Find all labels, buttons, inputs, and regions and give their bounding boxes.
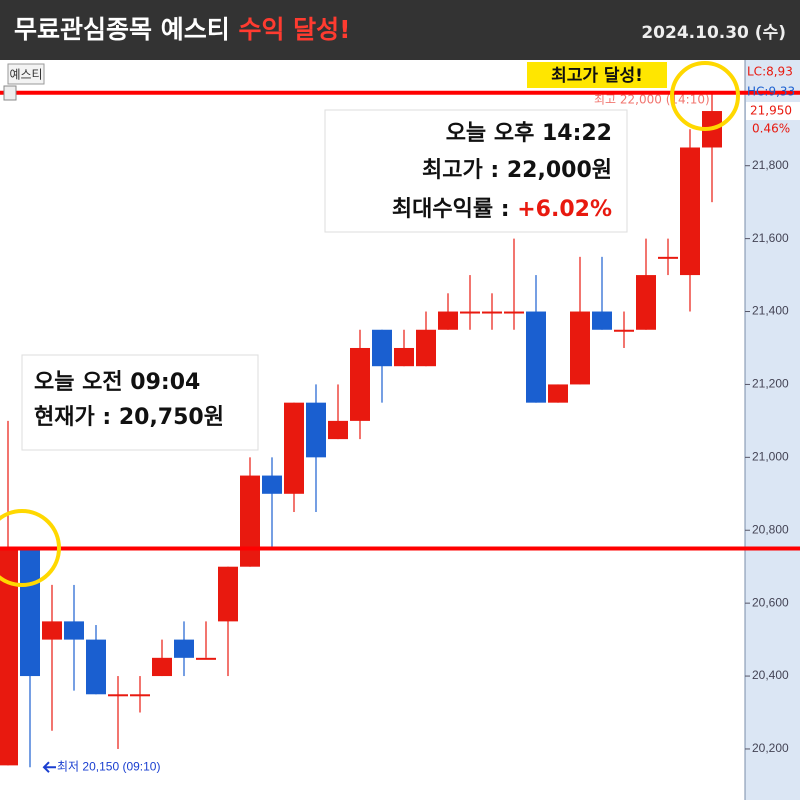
symbol-button[interactable] [7, 63, 45, 85]
candle-body [0, 548, 18, 766]
y-tick-label: 20,800 [752, 522, 789, 536]
candle-body [240, 475, 260, 567]
symbol-button-label[interactable]: 예스티 [9, 68, 42, 82]
y-tick-label: 21,000 [752, 450, 789, 464]
header-title: 무료관심종목 예스티 수익 달성! [14, 15, 351, 44]
candle-body [504, 311, 524, 314]
candle-body [262, 475, 282, 494]
y-tick-label: 21,200 [752, 377, 789, 391]
candle-body [416, 329, 436, 367]
annotation-line: 오늘 오전 09:04 [34, 370, 200, 395]
annotation-value: +6.02% [517, 197, 612, 222]
high-badge-bg [527, 62, 667, 88]
low-marker: 최저 20,150 (09:10) [57, 759, 160, 773]
candle-body [20, 548, 40, 677]
annotation-high: 오늘 오후 14:22 최고가 : 22,000원 최대수익률 : +6.02% [324, 109, 628, 233]
annotation-box [21, 354, 259, 451]
candle-body [658, 256, 678, 259]
annotation-line: 최고가 : 22,000원 [422, 158, 612, 183]
candle-body [218, 566, 238, 622]
annotation-line: 현재가 : 20,750원 [34, 405, 224, 430]
y-tick-label: 21,600 [752, 231, 789, 245]
candle-body [460, 311, 480, 314]
plot: 20,200 20,400 20,600 20,800 21,000 21,200 21,4… [0, 65, 800, 773]
candle-body [482, 311, 502, 314]
y-tick-label: 21,800 [752, 158, 789, 172]
candle-body [614, 329, 634, 332]
y-tick-label: 20,400 [752, 668, 789, 682]
candle-body [636, 275, 656, 330]
candle-body [306, 402, 326, 458]
candle-body [174, 639, 194, 658]
y-tick-label: 20,600 [752, 595, 789, 609]
y-tick-label: 20,200 [752, 741, 789, 755]
y-axis-panel [745, 60, 800, 800]
header-date: 2024.10.30 (수) [641, 23, 786, 43]
highlight-circle [0, 509, 61, 587]
low-arrow [42, 761, 56, 773]
candle-body [108, 694, 128, 697]
candle-body [196, 657, 216, 660]
candle-body [438, 311, 458, 330]
last-price-bg [746, 102, 800, 121]
title-main: 무료관심종목 예스티 [14, 15, 230, 44]
highlight-circle [670, 61, 740, 131]
candle-body [548, 384, 568, 403]
candle-body [130, 694, 150, 697]
annotation-box [324, 109, 628, 233]
last-change-label: 0.46% [752, 122, 790, 136]
lc-label: LC:8,93 [747, 65, 793, 79]
candle-body [86, 639, 106, 695]
annotation-text: 최대수익률 : [392, 197, 517, 222]
title-highlight: 수익 달성! [238, 15, 350, 44]
candle-body [328, 420, 348, 440]
high-badge: 최고가 달성! [551, 65, 643, 86]
y-tick-label: 21,400 [752, 304, 789, 318]
candle-body [152, 657, 172, 677]
candle-body [42, 621, 62, 640]
candle-body [570, 311, 590, 385]
candle-body [64, 621, 84, 640]
annotation-open: 오늘 오전 09:04 현재가 : 20,750원 [21, 354, 259, 451]
hc-label: HC:9,33 [747, 85, 795, 99]
candle-body [284, 402, 304, 494]
high-marker: 최고 22,000 (14:10) [594, 93, 710, 107]
candle-body [394, 347, 414, 367]
annotation-line: 최대수익률 : +6.02% [392, 197, 612, 222]
last-price-label: 21,950 [750, 104, 792, 118]
candle-body [372, 329, 392, 367]
annotation-line: 오늘 오후 14:22 [446, 121, 612, 146]
candle-body [592, 311, 612, 330]
candle-body [680, 147, 700, 276]
candle-body [526, 311, 546, 403]
table-icon[interactable] [3, 85, 17, 101]
header-bar [0, 0, 800, 60]
candle-body [350, 347, 370, 421]
